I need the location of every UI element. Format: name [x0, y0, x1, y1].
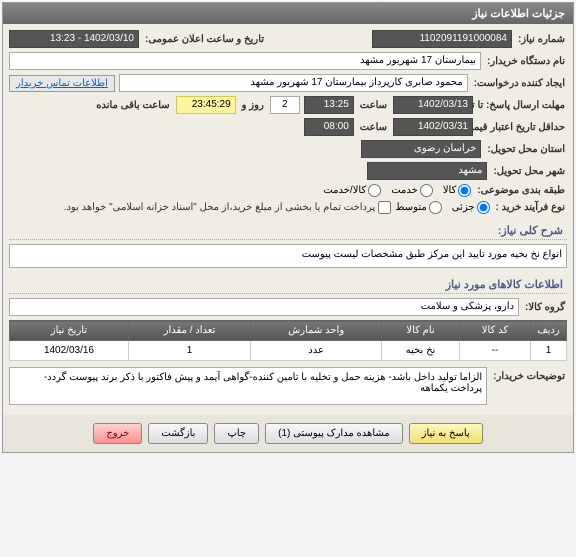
radio-service-input[interactable] [420, 184, 433, 197]
td-unit: عدد [251, 341, 382, 361]
category-label: طبقه بندی موضوعی: [475, 185, 567, 196]
table-header-row: ردیف کد کالا نام کالا واحد شمارش تعداد /… [10, 321, 567, 341]
th-name: نام کالا [382, 321, 460, 341]
general-desc: انواع نخ بخیه مورد تایید این مرکز طبق مش… [9, 244, 567, 268]
buyer-label: نام دستگاه خریدار: [485, 56, 567, 67]
radio-both-input[interactable] [368, 184, 381, 197]
need-no-value: 1102091191000084 [372, 30, 512, 48]
general-desc-title: شرح کلی نیاز: [9, 218, 567, 240]
td-code: -- [459, 341, 530, 361]
time-label-1: ساعت [358, 100, 389, 111]
th-unit: واحد شمارش [251, 321, 382, 341]
announce-label: تاریخ و ساعت اعلان عمومی: [143, 34, 368, 45]
validity-label: حداقل تاریخ اعتبار قیمت: تا تاریخ: [477, 122, 567, 133]
th-date: تاریخ نیاز [10, 321, 129, 341]
province-label: استان محل تحویل: [485, 144, 567, 155]
items-table: ردیف کد کالا نام کالا واحد شمارش تعداد /… [9, 320, 567, 361]
radio-goods-input[interactable] [458, 184, 471, 197]
td-qty: 1 [128, 341, 250, 361]
treasury-note: پرداخت تمام یا بخشی از مبلغ خرید،از محل … [64, 202, 376, 213]
city-label: شهر محل تحویل: [491, 166, 567, 177]
requester-value: محمود صابری کارپرداز بیمارستان 17 شهریور… [119, 74, 468, 92]
radio-service[interactable]: خدمت [391, 184, 433, 197]
purchase-type-label: نوع فرآیند خرید : [494, 202, 567, 213]
th-qty: تعداد / مقدار [128, 321, 250, 341]
city-value: مشهد [367, 162, 487, 180]
radio-medium-input[interactable] [429, 201, 442, 214]
need-no-label: شماره نیاز: [516, 34, 567, 45]
back-button[interactable]: بازگشت [148, 423, 208, 444]
radio-partial[interactable]: جزئی [452, 201, 490, 214]
time-label-2: ساعت [358, 122, 389, 133]
td-date: 1402/03/16 [10, 341, 129, 361]
goods-group-label: گروه کالا: [523, 302, 567, 313]
footer-bar: پاسخ به نیاز مشاهده مدارک پیوستی (1) چاپ… [3, 415, 573, 452]
td-name: نخ بخیه [382, 341, 460, 361]
province-value: خراسان رضوی [361, 140, 481, 158]
panel-body: شماره نیاز: 1102091191000084 تاریخ و ساع… [3, 24, 573, 415]
radio-both[interactable]: کالا/خدمت [323, 184, 381, 197]
panel-title: جزئیات اطلاعات نیاز [3, 3, 573, 24]
announce-value: 1402/03/10 - 13:23 [9, 30, 139, 48]
deadline-date: 1402/03/13 [393, 96, 473, 114]
reply-button[interactable]: پاسخ به نیاز [409, 423, 483, 444]
attachments-button[interactable]: مشاهده مدارک پیوستی (1) [265, 423, 403, 444]
details-panel: جزئیات اطلاعات نیاز شماره نیاز: 11020911… [2, 2, 574, 453]
category-radios: کالا خدمت کالا/خدمت [323, 184, 471, 197]
days-left: 2 [270, 96, 300, 114]
remain-time: 23:45:29 [176, 96, 236, 114]
table-wrap: ردیف کد کالا نام کالا واحد شمارش تعداد /… [9, 320, 567, 361]
th-code: کد کالا [459, 321, 530, 341]
purchase-type-radios: جزئی متوسط [395, 201, 489, 214]
table-row[interactable]: 1 -- نخ بخیه عدد 1 1402/03/16 [10, 341, 567, 361]
buyer-note-label: توضیحات خریدار: [491, 367, 567, 382]
exit-button[interactable]: خروج [93, 423, 142, 444]
validity-time: 08:00 [304, 118, 354, 136]
goods-group-value: دارو، پزشکی و سلامت [9, 298, 519, 316]
remain-label: ساعت باقی مانده [94, 100, 171, 111]
deadline-label: مهلت ارسال پاسخ: تا تاریخ: [477, 100, 567, 111]
radio-partial-input[interactable] [477, 201, 490, 214]
radio-goods[interactable]: کالا [443, 184, 472, 197]
th-row: ردیف [531, 321, 567, 341]
buyer-value: بیمارستان 17 شهریور مشهد [9, 52, 481, 70]
td-idx: 1 [531, 341, 567, 361]
buyer-note: الزاما تولید داخل باشد- هزینه حمل و تخلی… [9, 367, 487, 405]
items-title: اطلاعات کالاهای مورد نیاز [9, 272, 567, 294]
treasury-checkbox[interactable] [378, 201, 391, 214]
day-label: روز و [240, 100, 266, 111]
contact-button[interactable]: اطلاعات تماس خریدار [9, 75, 115, 92]
radio-medium[interactable]: متوسط [395, 201, 441, 214]
print-button[interactable]: چاپ [214, 423, 259, 444]
requester-label: ایجاد کننده درخواست: [472, 78, 567, 89]
deadline-time: 13:25 [304, 96, 354, 114]
treasury-checkbox-wrap[interactable]: پرداخت تمام یا بخشی از مبلغ خرید،از محل … [64, 201, 392, 214]
validity-date: 1402/03/31 [393, 118, 473, 136]
